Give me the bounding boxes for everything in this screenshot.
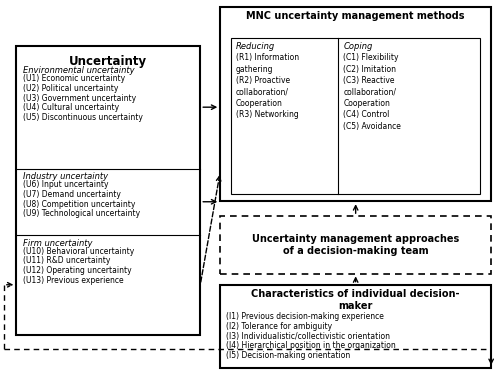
Text: MNC uncertainty management methods: MNC uncertainty management methods [246,11,465,21]
Text: (U4) Cultural uncertainty: (U4) Cultural uncertainty [23,103,119,112]
Text: (U6) Input uncertainty: (U6) Input uncertainty [23,181,108,189]
Text: (I4) Hierarchical position in the organization: (I4) Hierarchical position in the organi… [226,341,396,350]
Text: Coping: Coping [343,42,372,51]
Bar [220,285,491,368]
Text: Reducing: Reducing [236,42,276,51]
Text: Firm uncertainty: Firm uncertainty [23,239,92,248]
Text: (U13) Previous experience: (U13) Previous experience [23,276,124,285]
Text: (U3) Government uncertainty: (U3) Government uncertainty [23,94,136,103]
Bar [16,46,200,335]
Bar [231,38,480,194]
Bar [220,7,491,201]
Text: (I3) Individualistic/collectivistic orientation: (I3) Individualistic/collectivistic orie… [226,332,390,341]
Text: Uncertainty: Uncertainty [69,55,148,68]
Text: Characteristics of individual decision-
maker: Characteristics of individual decision- … [252,289,460,311]
Text: (R1) Information
gathering
(R2) Proactive
collaboration/
Cooperation
(R3) Networ: (R1) Information gathering (R2) Proactiv… [236,53,299,119]
Text: Environmental uncertainty: Environmental uncertainty [23,66,134,75]
Text: (U5) Discontinuous uncertainty: (U5) Discontinuous uncertainty [23,113,142,122]
Text: (U11) R&D uncertainty: (U11) R&D uncertainty [23,256,110,266]
Text: (U1) Economic uncertainty: (U1) Economic uncertainty [23,74,125,83]
Text: Industry uncertainty: Industry uncertainty [23,172,108,181]
Text: (I2) Tolerance for ambiguity: (I2) Tolerance for ambiguity [226,322,332,331]
Text: (U8) Competition uncertainty: (U8) Competition uncertainty [23,200,135,209]
Bar [220,216,491,273]
Text: (I5) Decision-making orientation: (I5) Decision-making orientation [226,351,350,360]
Text: (U2) Political uncertainty: (U2) Political uncertainty [23,84,118,93]
Text: (U7) Demand uncertainty: (U7) Demand uncertainty [23,190,120,199]
Text: (U12) Operating uncertainty: (U12) Operating uncertainty [23,266,132,275]
Text: (I1) Previous decision-making experience: (I1) Previous decision-making experience [226,312,384,322]
Text: (U10) Behavioral uncertainty: (U10) Behavioral uncertainty [23,247,134,256]
Text: (U9) Technological uncertainty: (U9) Technological uncertainty [23,209,140,218]
Text: (C1) Flexibility
(C2) Imitation
(C3) Reactive
collaboration/
Cooperation
(C4) Co: (C1) Flexibility (C2) Imitation (C3) Rea… [343,53,401,131]
Text: Uncertainty management approaches
of a decision-making team: Uncertainty management approaches of a d… [252,234,460,256]
